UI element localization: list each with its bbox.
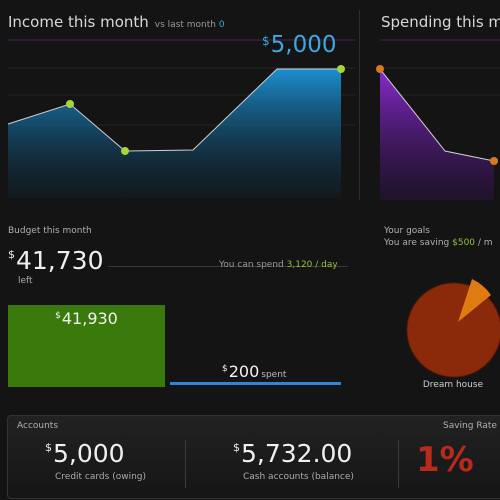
currency-symbol: $ (45, 441, 52, 454)
panel-divider (359, 10, 360, 200)
currency-symbol: $ (55, 311, 61, 321)
income-point (337, 65, 345, 73)
daily-spend-value: 3,120 / day (286, 260, 338, 270)
budget-spent: $200 spent (222, 362, 286, 381)
spending-point (490, 157, 498, 165)
accounts-divider (398, 440, 399, 488)
daily-spend-text: You can spend (219, 260, 284, 270)
cash-accounts-total[interactable]: $5,732.00 (233, 439, 352, 468)
credit-cards-label: Credit cards (owing) (55, 472, 147, 482)
currency-symbol: $ (222, 364, 228, 374)
accounts-title: Accounts (17, 421, 59, 431)
cash-value: 5,732.00 (241, 439, 353, 468)
credit-value: 5,000 (53, 439, 125, 468)
income-total: $5,000 (262, 32, 337, 58)
daily-spend-hint: You can spend 3,120 / day (219, 260, 338, 270)
goal-pie-slice (458, 279, 491, 322)
saving-prefix: You are saving (384, 238, 450, 248)
accounts-panel (7, 415, 500, 499)
spent-value: 200 (228, 362, 260, 381)
budget-spent-bar (170, 382, 341, 385)
spending-title: Spending this m (381, 13, 500, 31)
income-title-text: Income this month (8, 13, 149, 31)
income-compare-label: vs last month (154, 20, 216, 30)
currency-symbol: $ (8, 248, 15, 261)
income-area (8, 69, 341, 198)
credit-cards-total[interactable]: $5,000 (45, 439, 125, 468)
goal-label[interactable]: Dream house (422, 380, 484, 390)
spending-area (380, 69, 494, 200)
budget-left-label: left (18, 276, 33, 286)
income-title: Income this month vs last month 0 (8, 13, 225, 31)
cash-accounts-label: Cash accounts (balance) (243, 472, 354, 482)
spending-line (379, 68, 495, 162)
budget-title: Budget this month (8, 226, 92, 236)
saving-rate-value: 1% (416, 440, 474, 480)
income-point (66, 100, 74, 108)
currency-symbol: $ (233, 441, 240, 454)
budget-value: 41,730 (16, 246, 104, 275)
income-value: 5,000 (270, 32, 337, 58)
saving-rate-title: Saving Rate ( (443, 421, 500, 431)
accounts-divider (185, 440, 186, 488)
currency-symbol: $ (262, 34, 270, 48)
spending-point (376, 65, 384, 73)
saving-suffix: / m (477, 238, 493, 248)
goals-title: Your goals (384, 226, 430, 236)
saving-value: $500 (452, 238, 476, 248)
spent-label: spent (261, 370, 287, 380)
income-point (121, 147, 129, 155)
budget-remaining-bar-value: $41,930 (8, 309, 165, 328)
budget-remaining: $41,730 (8, 246, 103, 275)
budget-remaining-bar (8, 305, 165, 387)
income-line (7, 68, 341, 152)
remaining-value: 41,930 (61, 309, 118, 328)
goals-saving: You are saving $500 / m (384, 238, 493, 248)
budget-guide-line (108, 266, 348, 267)
income-compare: vs last month 0 (155, 20, 225, 30)
income-compare-value: 0 (218, 20, 225, 30)
